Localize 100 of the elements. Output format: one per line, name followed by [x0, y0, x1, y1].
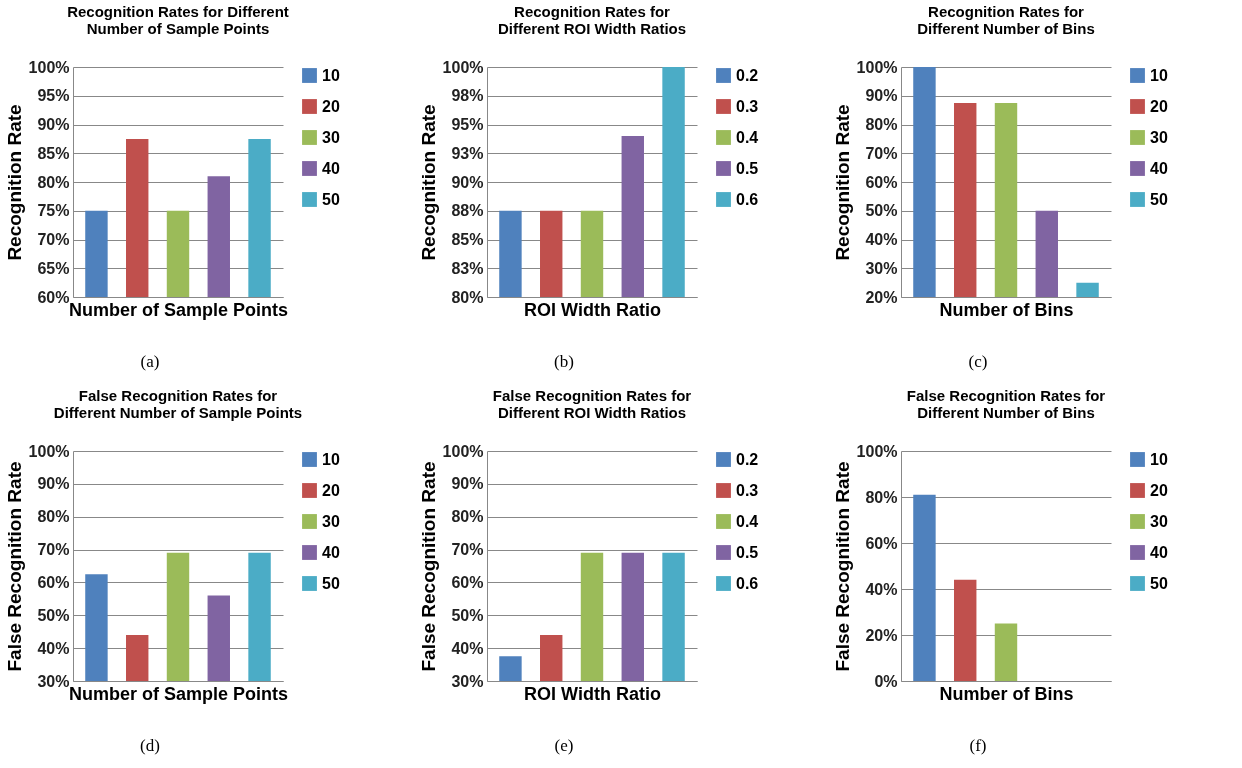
y-tick-label: 30%	[865, 259, 898, 277]
bar	[994, 623, 1018, 681]
legend-label: 20	[1150, 97, 1168, 115]
x-axis-title: Number of Sample Points	[68, 299, 289, 320]
y-tick-label: 0%	[874, 672, 898, 690]
y-tick-label: 70%	[37, 231, 70, 248]
y-tick-label: 60%	[865, 534, 898, 552]
legend-label: 0.4	[736, 512, 759, 530]
y-axis-title: Recognition Rate	[3, 104, 25, 261]
text: (f)	[968, 736, 988, 756]
x-axis-title: Number of Bins	[939, 299, 1074, 320]
text: (a)	[139, 352, 161, 372]
y-tick-label: 90%	[37, 475, 70, 493]
legend-label: 0.4	[736, 128, 759, 146]
legend-label: 50	[322, 574, 340, 592]
legend-label: 20	[322, 481, 340, 499]
y-tick-label: 50%	[37, 606, 70, 624]
y-tick-label: 83%	[451, 259, 484, 277]
legend-label: 0.3	[736, 481, 759, 499]
legend-label: 0.3	[736, 97, 759, 115]
y-tick-label: 95%	[37, 87, 70, 105]
y-tick-label: 85%	[451, 231, 484, 248]
legend-label: 30	[1150, 128, 1168, 146]
legend-label: 20	[1150, 481, 1168, 499]
y-tick-label: 20%	[865, 288, 898, 306]
y-tick-label: 98%	[451, 87, 484, 105]
y-tick-label: 30%	[37, 672, 70, 690]
y-tick-label: 100%	[28, 442, 70, 460]
y-tick-label: 40%	[451, 639, 484, 657]
y-tick-label: 90%	[451, 173, 484, 191]
text: (c)	[967, 352, 989, 372]
legend-label: 40	[322, 159, 340, 177]
legend-label: 10	[322, 450, 340, 468]
y-axis-title: Recognition Rate	[831, 104, 853, 261]
x-axis-title: ROI Width Ratio	[524, 683, 661, 704]
legend-label: 0.6	[736, 190, 759, 208]
y-axis-title: Recognition Rate	[417, 104, 439, 261]
y-tick-label: 100%	[28, 58, 70, 76]
chart-title: False Recognition Rates for Different Number of Bins	[906, 387, 1106, 421]
y-tick-label: 80%	[451, 508, 484, 526]
y-tick-label: 70%	[451, 541, 484, 559]
text: (d)	[139, 736, 161, 756]
legend-label: 40	[322, 543, 340, 561]
legend-label: 10	[322, 66, 340, 84]
y-tick-label: 65%	[37, 259, 70, 277]
y-tick-label: 60%	[451, 573, 484, 591]
y-tick-label: 80%	[37, 508, 70, 526]
legend-label: 30	[322, 128, 340, 146]
y-tick-label: 80%	[451, 288, 484, 306]
y-tick-label: 90%	[865, 87, 898, 105]
y-tick-label: 75%	[37, 202, 70, 220]
y-tick-label: 60%	[37, 573, 70, 591]
chart-title: Recognition Rates for Different ROI Width Ratios	[497, 3, 687, 37]
y-tick-label: 60%	[865, 173, 898, 191]
chart-title: Recognition Rates for Different Number of Bins	[917, 3, 1095, 37]
legend-label: 0.6	[736, 574, 759, 592]
y-axis-title: False Recognition Rate	[831, 461, 853, 672]
y-tick-label: 100%	[442, 442, 484, 460]
legend-label: 10	[1150, 450, 1168, 468]
y-tick-label: 90%	[451, 475, 484, 493]
y-axis-title: False Recognition Rate	[417, 461, 439, 672]
y-tick-label: 40%	[37, 639, 70, 657]
y-tick-label: 100%	[442, 58, 484, 76]
legend-label: 50	[322, 190, 340, 208]
legend-label: 0.5	[736, 159, 759, 177]
y-tick-label: 93%	[451, 144, 484, 162]
legend-label: 0.5	[736, 543, 759, 561]
legend-label: 0.2	[736, 450, 759, 468]
y-tick-label: 80%	[865, 488, 898, 506]
y-tick-label: 70%	[865, 144, 898, 162]
y-axis-title: False Recognition Rate	[3, 461, 25, 672]
x-axis-title: Number of Bins	[939, 683, 1074, 704]
legend-label: 40	[1150, 159, 1168, 177]
bar	[954, 579, 977, 681]
legend-label: 30	[322, 512, 340, 530]
y-tick-label: 30%	[451, 672, 484, 690]
y-tick-label: 100%	[856, 58, 898, 76]
chart-title: False Recognition Rates for Different ROI Width Ratios	[492, 387, 692, 421]
bar	[913, 494, 936, 681]
chart-title: Recognition Rates for Different Number of Sample Points	[67, 3, 289, 37]
chart-title: False Recognition Rates for Different Number of Sample Points	[53, 387, 303, 421]
text: (b)	[553, 352, 575, 372]
legend-label: 30	[1150, 512, 1168, 530]
y-tick-label: 50%	[451, 606, 484, 624]
y-tick-label: 40%	[865, 580, 898, 598]
y-tick-label: 88%	[451, 202, 484, 220]
y-tick-label: 85%	[37, 144, 70, 162]
text: (e)	[553, 736, 575, 756]
legend-label: 50	[1150, 190, 1168, 208]
legend-label: 20	[322, 97, 340, 115]
y-tick-label: 80%	[37, 173, 70, 191]
y-tick-label: 40%	[865, 231, 898, 248]
y-tick-label: 95%	[451, 116, 484, 133]
y-tick-label: 20%	[865, 626, 898, 644]
y-tick-label: 100%	[856, 442, 898, 460]
legend-label: 50	[1150, 574, 1168, 592]
y-tick-label: 70%	[37, 541, 70, 559]
x-axis-title: ROI Width Ratio	[524, 299, 661, 320]
y-tick-label: 90%	[37, 116, 70, 133]
legend-label: 40	[1150, 543, 1168, 561]
